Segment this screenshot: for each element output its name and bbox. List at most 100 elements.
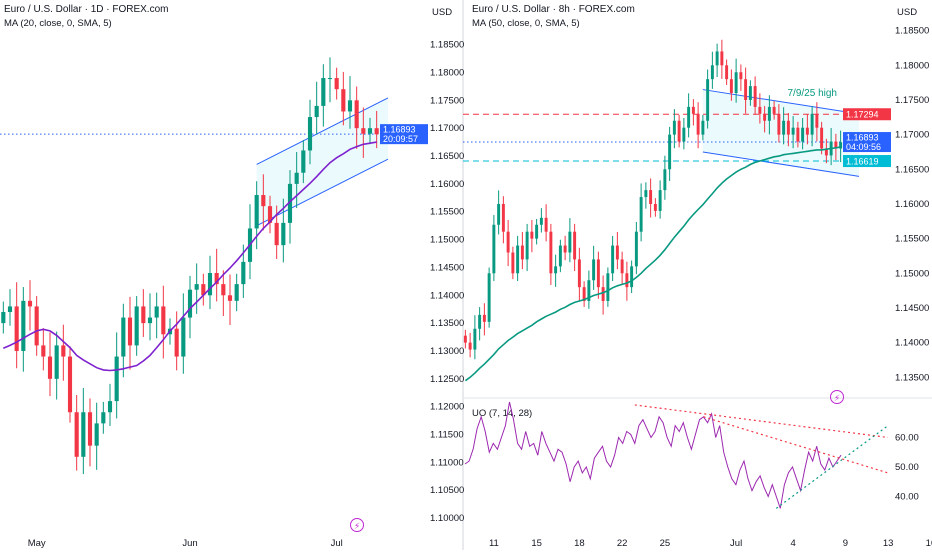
right-x-tick-label: 25 xyxy=(660,538,671,549)
right-candle-body xyxy=(582,287,586,302)
right-x-tick-label: 16 xyxy=(926,538,932,549)
left-candle-body xyxy=(307,117,313,151)
right-candle-body xyxy=(663,169,667,191)
left-candle-body xyxy=(147,317,153,324)
right-candle-body xyxy=(596,259,600,288)
left-ma-label[interactable]: MA (20, close, 0, SMA, 5) xyxy=(4,18,112,29)
right-candle-body xyxy=(535,224,539,239)
left-candle-body xyxy=(181,317,186,357)
right-channel-fill xyxy=(702,89,859,177)
right-moving-average-line xyxy=(464,146,841,382)
left-y-tick-label: 1.17500 xyxy=(430,95,464,106)
left-y-tick-label: 1.15000 xyxy=(430,235,464,246)
right-candle-body xyxy=(516,245,520,274)
right-candle-body xyxy=(834,141,838,149)
right-candle-body xyxy=(497,203,501,225)
left-countdown-label: 20:09:57 xyxy=(383,134,418,144)
right-candle-body xyxy=(810,113,814,135)
left-y-tick-label: 1.13500 xyxy=(430,318,464,329)
right-candle-body xyxy=(601,287,605,302)
left-candle-body xyxy=(1,311,6,324)
left-candle-body xyxy=(61,345,66,357)
left-candle-body xyxy=(201,284,206,296)
right-channel-upper xyxy=(702,89,860,115)
uo-resistance-trendline xyxy=(634,404,889,439)
left-y-tick-label: 1.12000 xyxy=(430,402,464,413)
right-candle-body xyxy=(549,231,553,274)
right-candle-body xyxy=(782,120,786,135)
right-y-tick-label: 1.16000 xyxy=(895,199,929,210)
right-candle-body xyxy=(767,106,771,121)
right-candle-body xyxy=(706,79,710,121)
right-candle-body xyxy=(744,79,748,100)
left-candle-body xyxy=(54,345,59,379)
left-candle-body xyxy=(287,183,293,223)
left-candle-body xyxy=(174,328,179,357)
right-candle-body xyxy=(525,231,529,260)
left-candle-body xyxy=(7,306,13,312)
right-candle-body xyxy=(777,113,781,135)
right-candle-body xyxy=(786,120,790,135)
uo-y-tick-label: 60.00 xyxy=(895,432,919,443)
left-candle-body xyxy=(194,284,199,290)
right-candle-body xyxy=(611,245,615,274)
right-y-tick-label: 1.14500 xyxy=(895,303,929,314)
right-candle-body xyxy=(824,148,828,156)
left-y-tick-label: 1.15500 xyxy=(430,207,464,218)
right-candle-body xyxy=(696,113,700,135)
right-candle-body xyxy=(796,127,800,142)
right-candle-body xyxy=(649,190,653,204)
left-candle-body xyxy=(254,195,259,229)
right-y-tick-label: 1.15000 xyxy=(895,268,929,279)
left-candle-body xyxy=(74,412,79,457)
left-flash-icon[interactable]: ⚡ xyxy=(350,518,364,532)
right-candle-body xyxy=(468,342,472,350)
right-candle-body xyxy=(729,79,733,94)
right-y-tick-label: 1.17500 xyxy=(895,95,929,106)
right-level-annotation: 7/9/25 high xyxy=(788,88,838,99)
left-channel-lower xyxy=(256,158,389,227)
right-x-tick-label: 13 xyxy=(883,538,894,549)
right-current-price-tag xyxy=(843,132,891,153)
left-x-tick-label: Jun xyxy=(182,538,197,549)
right-y-tick-label: 1.15500 xyxy=(895,234,929,245)
left-candle-body xyxy=(274,222,279,246)
right-flash-icon[interactable]: ⚡ xyxy=(830,390,844,404)
right-candle-body xyxy=(672,120,676,135)
left-current-price-tag xyxy=(380,124,428,145)
left-y-tick-label: 1.18000 xyxy=(430,67,464,78)
left-candle-body xyxy=(301,150,306,173)
right-level-tag xyxy=(843,108,891,121)
right-currency-label: USD xyxy=(897,7,918,18)
right-candle-body xyxy=(687,106,691,128)
left-candle-body xyxy=(47,356,53,379)
right-candle-body xyxy=(492,224,496,274)
left-candle-body xyxy=(161,306,166,335)
right-candle-body xyxy=(630,266,634,288)
right-candle-body xyxy=(801,127,805,142)
left-candle-body xyxy=(107,401,113,413)
right-candle-body xyxy=(558,245,562,267)
uo-title: UO (7, 14, 28) xyxy=(472,408,532,419)
left-chart-title[interactable]: Euro / U.S. Dollar · 1D · FOREX.com xyxy=(4,4,169,15)
right-level-label: 1.17294 xyxy=(846,110,879,120)
right-candle-body xyxy=(487,273,491,322)
left-candle-body xyxy=(241,261,246,285)
right-candle-body xyxy=(691,106,695,114)
left-candle-body xyxy=(94,423,99,446)
right-candle-body xyxy=(554,266,558,274)
right-candle-body xyxy=(563,245,567,253)
right-ma-label[interactable]: MA (50, close, 0, SMA, 5) xyxy=(472,18,580,29)
left-candle-body xyxy=(41,345,46,357)
left-candle-body xyxy=(34,306,39,346)
left-channel-upper xyxy=(256,97,389,165)
left-candle-body xyxy=(101,412,106,424)
left-candle-body xyxy=(267,206,273,223)
left-x-tick-label: May xyxy=(28,538,46,549)
uo-support-trendline xyxy=(775,425,889,509)
right-chart-title[interactable]: Euro / U.S. Dollar · 8h · FOREX.com xyxy=(472,4,635,15)
left-candle-body xyxy=(114,356,119,402)
left-candle-body xyxy=(14,306,19,351)
left-chart-header: Euro / U.S. Dollar · 1D · FOREX.com MA (… xyxy=(4,4,168,29)
left-y-tick-label: 1.14000 xyxy=(430,290,464,301)
